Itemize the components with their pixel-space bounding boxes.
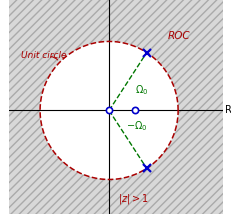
Text: Re $\{z\}$: Re $\{z\}$ bbox=[223, 104, 231, 117]
Text: $|z| > 1$: $|z| > 1$ bbox=[117, 192, 148, 206]
Text: $-\Omega_0$: $-\Omega_0$ bbox=[126, 119, 147, 132]
Text: ROC: ROC bbox=[167, 31, 190, 41]
Text: Unit circle: Unit circle bbox=[21, 51, 66, 60]
Text: $\Omega_0$: $\Omega_0$ bbox=[135, 83, 148, 97]
Circle shape bbox=[40, 42, 177, 180]
